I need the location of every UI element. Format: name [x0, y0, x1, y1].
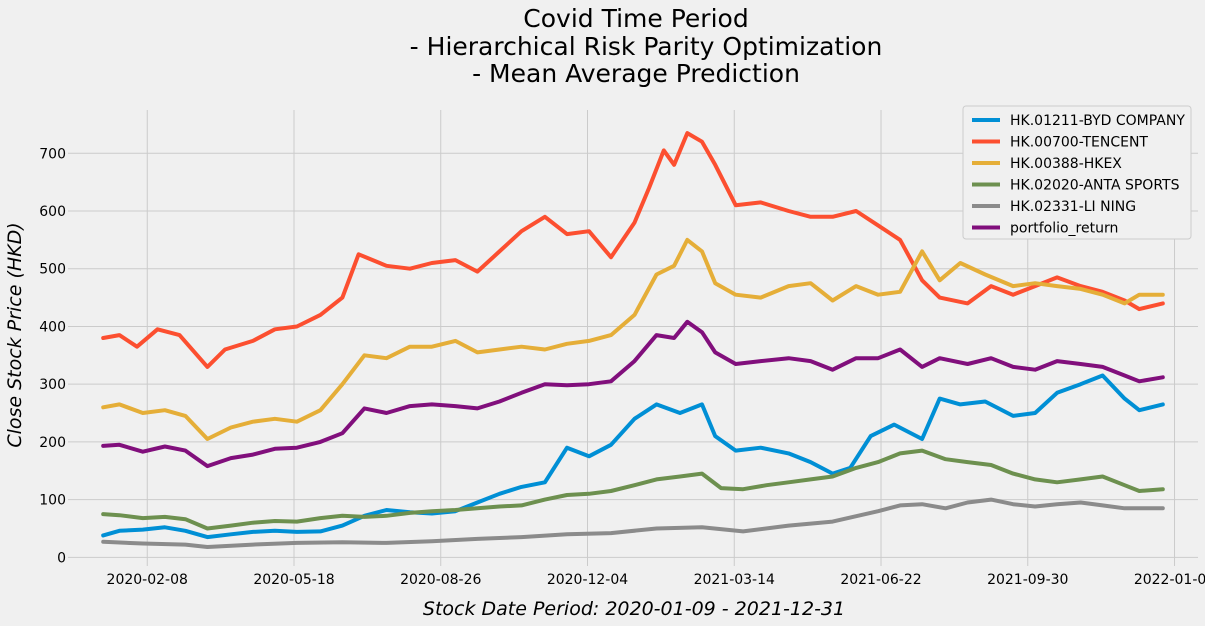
x-tick-label: 2020-12-04	[547, 572, 628, 588]
legend-label-0: HK.01211-BYD COMPANY	[1010, 113, 1185, 129]
y-tick-label: 200	[39, 435, 66, 451]
x-tick-label: 2022-01-08	[1134, 572, 1205, 588]
series-line-1	[101, 131, 1165, 369]
grid	[68, 110, 1198, 566]
x-tick-label: 2020-02-08	[107, 572, 188, 588]
series-line-4	[101, 497, 1165, 549]
series-line-3	[101, 448, 1165, 531]
legend-label-3: HK.02020-ANTA SPORTS	[1010, 178, 1180, 194]
title-line-3: - Mean Average Prediction	[472, 59, 800, 88]
chart-title: Covid Time Period - Hierarchical Risk Pa…	[410, 4, 883, 88]
x-tick-label: 2021-09-30	[987, 572, 1068, 588]
y-tick-label: 500	[39, 262, 66, 278]
x-axis-label: Stock Date Period: 2020-01-09 - 2021-12-…	[423, 598, 845, 620]
legend-label-2: HK.00388-HKEX	[1010, 156, 1122, 172]
x-tick-label: 2020-05-18	[253, 572, 334, 588]
y-tick-label: 600	[39, 204, 66, 220]
y-axis-ticks: 0 100 200 300 400 500 600 700	[39, 146, 66, 566]
x-tick-label: 2021-06-22	[840, 572, 921, 588]
x-tick-label: 2020-08-26	[400, 572, 481, 588]
title-line-2: - Hierarchical Risk Parity Optimization	[410, 32, 883, 61]
title-line-1: Covid Time Period	[523, 4, 748, 33]
series-layer	[101, 131, 1165, 549]
y-tick-label: 400	[39, 319, 66, 335]
series-line-5	[101, 319, 1165, 469]
x-axis-ticks: 2020-02-08 2020-05-18 2020-08-26 2020-12-04…	[107, 572, 1205, 588]
y-tick-label: 100	[39, 493, 66, 509]
legend-label-5: portfolio_return	[1010, 221, 1118, 237]
y-tick-label: 300	[39, 377, 66, 393]
y-tick-label: 0	[57, 550, 66, 566]
x-tick-label: 2021-03-14	[694, 572, 775, 588]
legend-label-4: HK.02331-LI NING	[1010, 199, 1136, 215]
y-axis-label: Close Stock Price (HKD)	[4, 222, 26, 447]
series-line-2	[101, 237, 1165, 441]
series-line-0	[101, 373, 1165, 540]
legend-label-1: HK.00700-TENCENT	[1010, 135, 1148, 151]
legend-box	[962, 105, 1192, 240]
y-tick-label: 700	[39, 146, 66, 162]
legend: HK.01211-BYD COMPANY HK.00700-TENCENT HK.0…	[962, 105, 1192, 240]
